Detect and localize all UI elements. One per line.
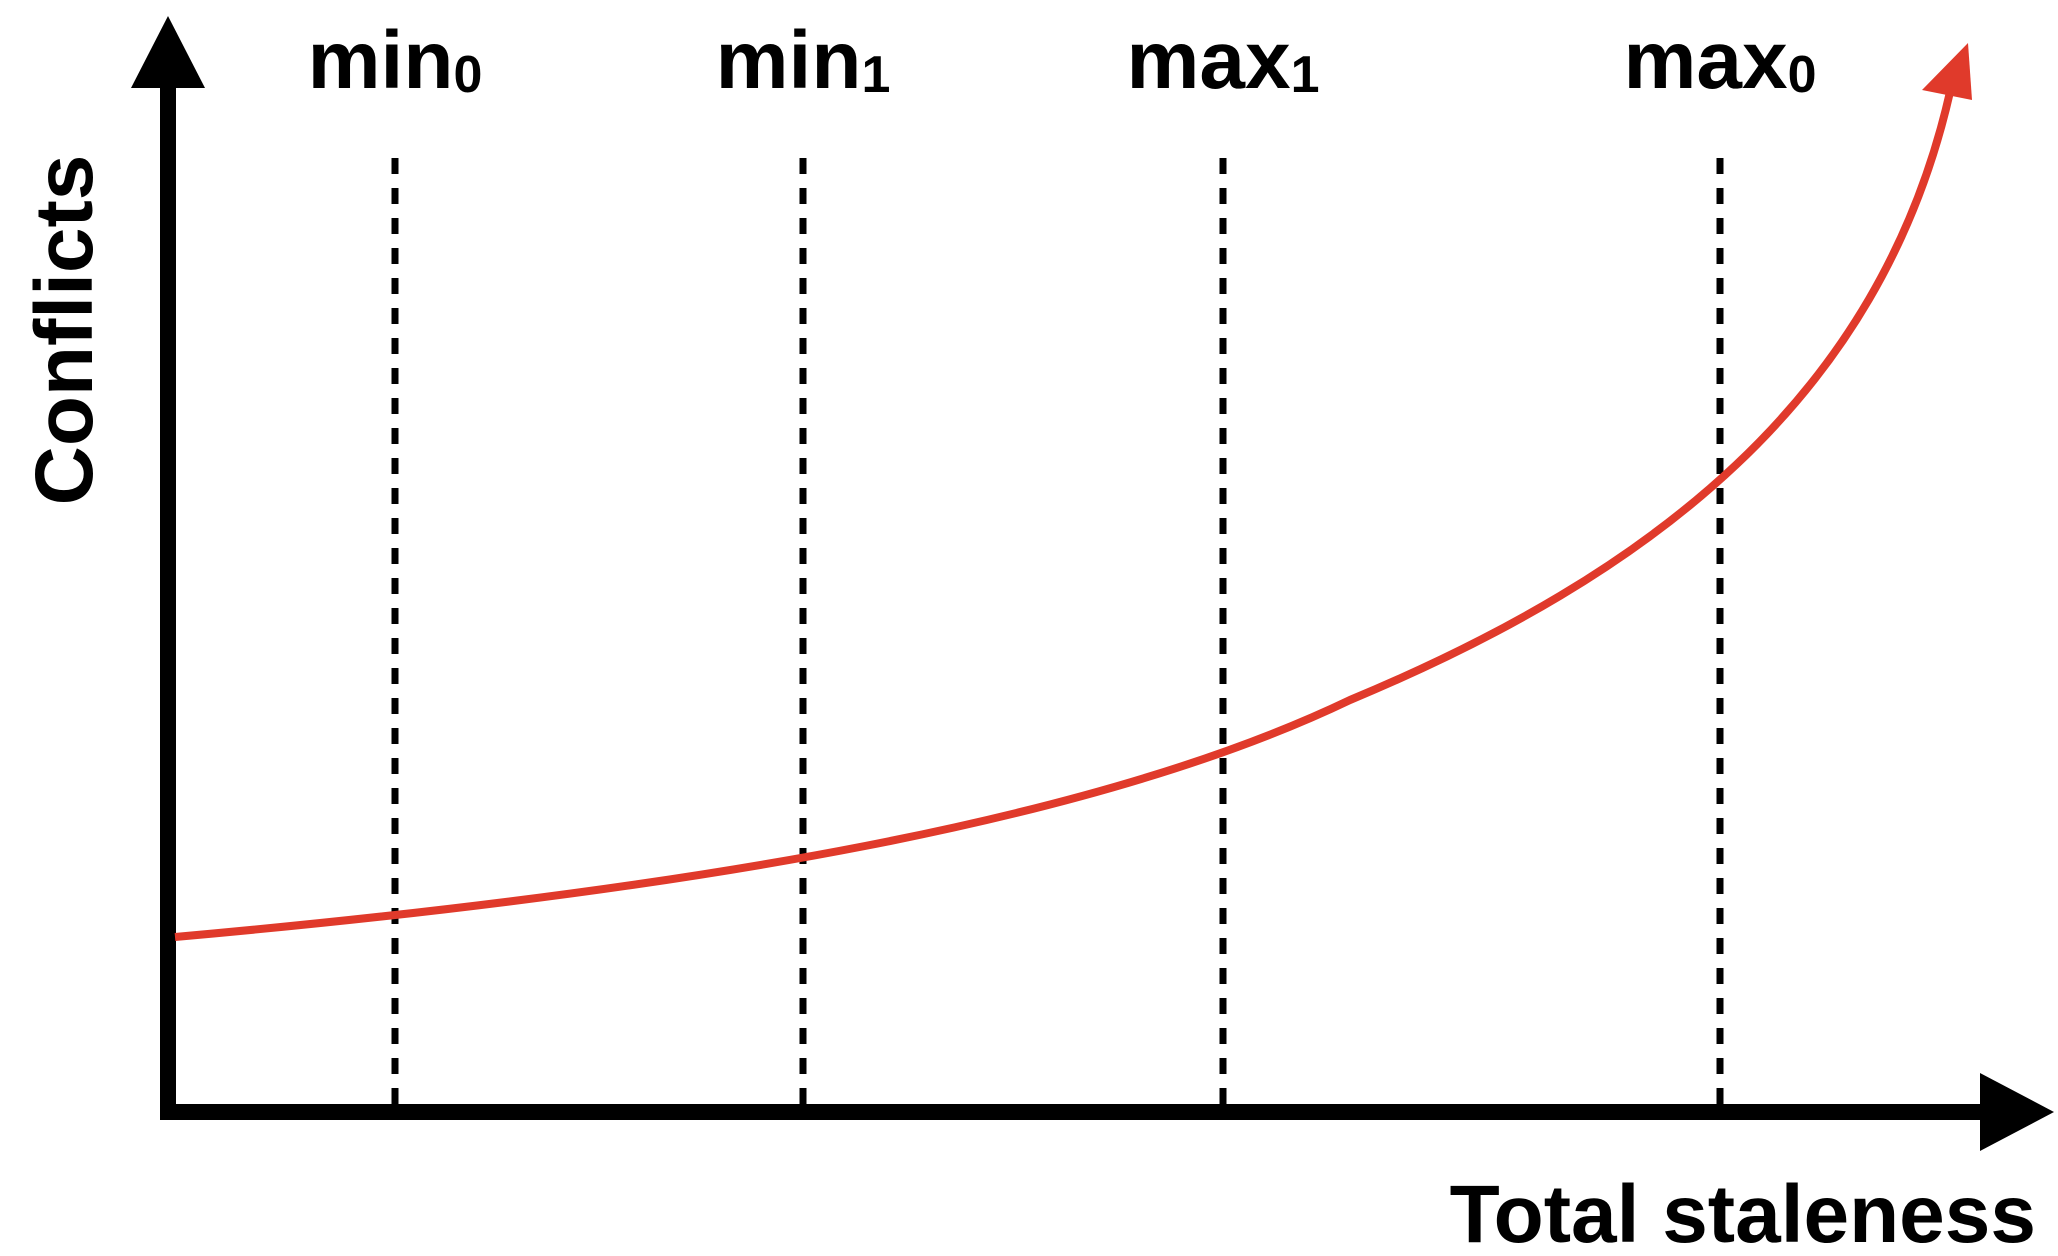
marker-label-base: min — [716, 15, 862, 106]
marker-label-min-0: min0 — [308, 15, 483, 106]
marker-label-max-0: max0 — [1623, 15, 1816, 106]
marker-label-base: min — [308, 15, 454, 106]
marker-label-subscript: 0 — [1788, 46, 1817, 104]
y-axis-arrowhead — [131, 16, 205, 88]
marker-label-base: max — [1623, 15, 1787, 106]
marker-label-min-1: min1 — [716, 15, 891, 106]
marker-label-max-1: max1 — [1126, 15, 1319, 106]
curve-arrowhead — [1922, 43, 1972, 100]
x-axis-title: Total staleness — [1450, 1169, 2036, 1256]
marker-label-subscript: 0 — [453, 46, 482, 104]
marker-label-subscript: 1 — [1291, 46, 1320, 104]
x-axis-arrowhead — [1980, 1073, 2054, 1151]
growth-curve — [174, 91, 1954, 941]
y-axis-title: Conflicts — [19, 155, 110, 506]
marker-label-base: max — [1126, 15, 1290, 106]
marker-label-subscript: 1 — [861, 46, 890, 104]
marker-group: min0 min1 max1 max0 — [308, 15, 1817, 1104]
